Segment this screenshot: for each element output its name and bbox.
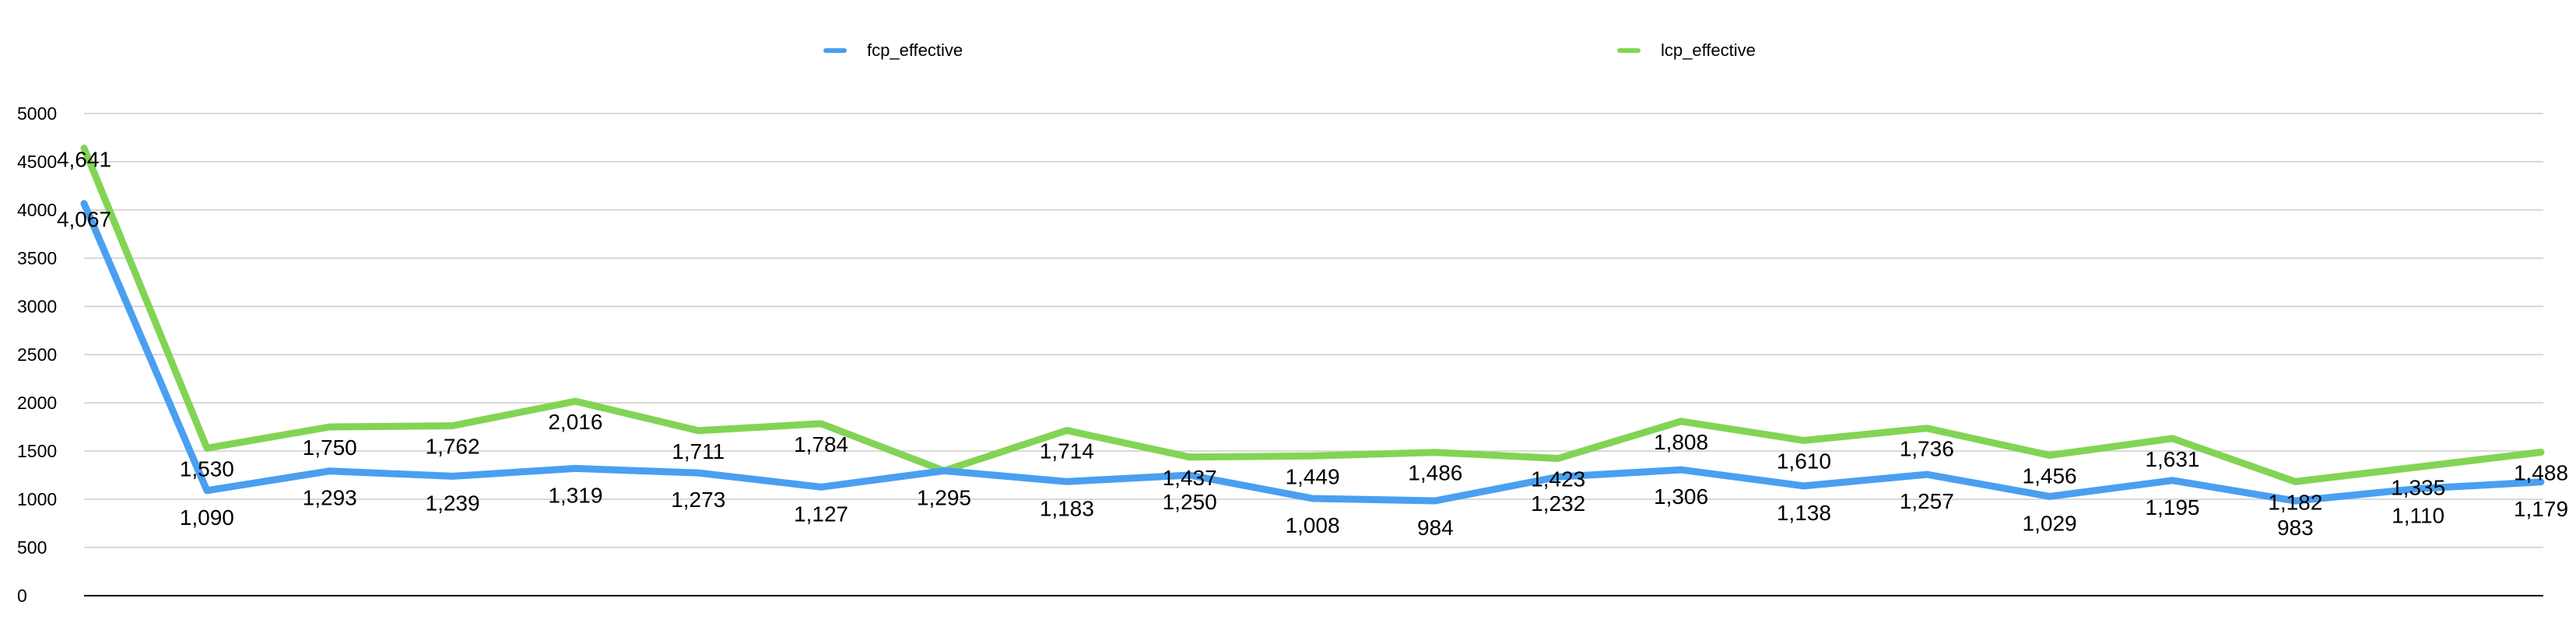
data-label-lcp_effective: 1,530: [180, 456, 234, 481]
data-label-fcp_effective: 1,273: [671, 488, 725, 512]
y-tick-label: 1000: [17, 489, 57, 509]
data-label-lcp_effective: 1,762: [426, 435, 480, 459]
data-label-lcp_effective: 1,631: [2145, 447, 2199, 471]
series-line-fcp_effective: [80, 200, 2545, 505]
data-label-lcp_effective: 4,641: [57, 148, 111, 172]
data-label-lcp_effective: 1,808: [1654, 430, 1708, 454]
y-tick-label: 0: [17, 586, 27, 606]
data-label-fcp_effective: 1,257: [1900, 489, 1954, 513]
legend-swatch-lcp: [1617, 48, 1641, 53]
data-label-lcp_effective: 2,016: [548, 410, 602, 434]
data-label-lcp_effective: 1,437: [1163, 466, 1217, 490]
series-line-lcp_effective: [80, 145, 2545, 485]
y-tick-label: 3500: [17, 248, 57, 268]
legend-swatch-fcp: [823, 48, 847, 53]
data-label-fcp_effective: 1,183: [1040, 496, 1094, 520]
data-label-fcp_effective: 1,239: [426, 491, 480, 515]
y-tick-label: 2500: [17, 344, 57, 365]
data-label-lcp_effective: 1,335: [2391, 475, 2445, 499]
data-label-fcp_effective: 1,008: [1285, 513, 1339, 537]
data-label-fcp_effective: 984: [1417, 516, 1454, 540]
data-label-fcp_effective: 983: [2277, 516, 2314, 540]
data-label-fcp_effective: 1,306: [1654, 484, 1708, 509]
data-label-lcp_effective: 1,456: [2023, 463, 2077, 488]
y-tick-label: 1500: [17, 441, 57, 461]
data-label-lcp_effective: 1,784: [794, 432, 848, 456]
legend-item-lcp: lcp_effective: [1617, 40, 1756, 61]
data-label-lcp_effective: 1,488: [2514, 460, 2568, 484]
data-label-fcp_effective: 1,293: [303, 486, 357, 510]
data-label-fcp_effective: 1,110: [2392, 503, 2444, 527]
data-label-fcp_effective: 1,090: [180, 505, 234, 530]
data-label-fcp_effective: 1,319: [548, 483, 602, 507]
data-label-lcp_effective: 1,750: [303, 435, 357, 460]
data-label-lcp_effective: 1,610: [1777, 449, 1831, 473]
y-tick-label: 5000: [17, 103, 57, 124]
legend-item-fcp: fcp_effective: [823, 40, 963, 61]
legend-label-fcp: fcp_effective: [867, 40, 963, 60]
data-label-fcp_effective: 1,138: [1777, 501, 1831, 525]
y-tick-label: 3000: [17, 296, 57, 316]
data-label-fcp_effective: 1,295: [917, 485, 971, 509]
data-label-fcp_effective: 1,195: [2145, 495, 2199, 519]
data-label-lcp_effective: 1,449: [1285, 464, 1339, 488]
data-label-lcp_effective: 1,714: [1040, 439, 1094, 463]
data-label-lcp_effective: 1,711: [672, 439, 725, 463]
y-tick-label: 4000: [17, 200, 57, 220]
data-label-fcp_effective: 1,250: [1163, 490, 1217, 514]
data-label-fcp_effective: 4,067: [57, 208, 111, 232]
data-label-lcp_effective: 1,423: [1531, 467, 1585, 491]
data-label-fcp_effective: 1,029: [2023, 511, 2077, 535]
data-label-fcp_effective: 1,127: [794, 502, 848, 526]
data-label-lcp_effective: 1,736: [1900, 437, 1954, 461]
data-label-lcp_effective: 1,182: [2268, 490, 2322, 514]
y-tick-label: 500: [17, 537, 47, 558]
y-tick-label: 4500: [17, 152, 57, 172]
data-label-lcp_effective: 1,486: [1408, 461, 1462, 485]
data-label-fcp_effective: 1,232: [1531, 491, 1585, 516]
y-tick-label: 2000: [17, 393, 57, 413]
data-label-fcp_effective: 1,179: [2514, 497, 2568, 521]
legend-label-lcp: lcp_effective: [1661, 40, 1756, 60]
